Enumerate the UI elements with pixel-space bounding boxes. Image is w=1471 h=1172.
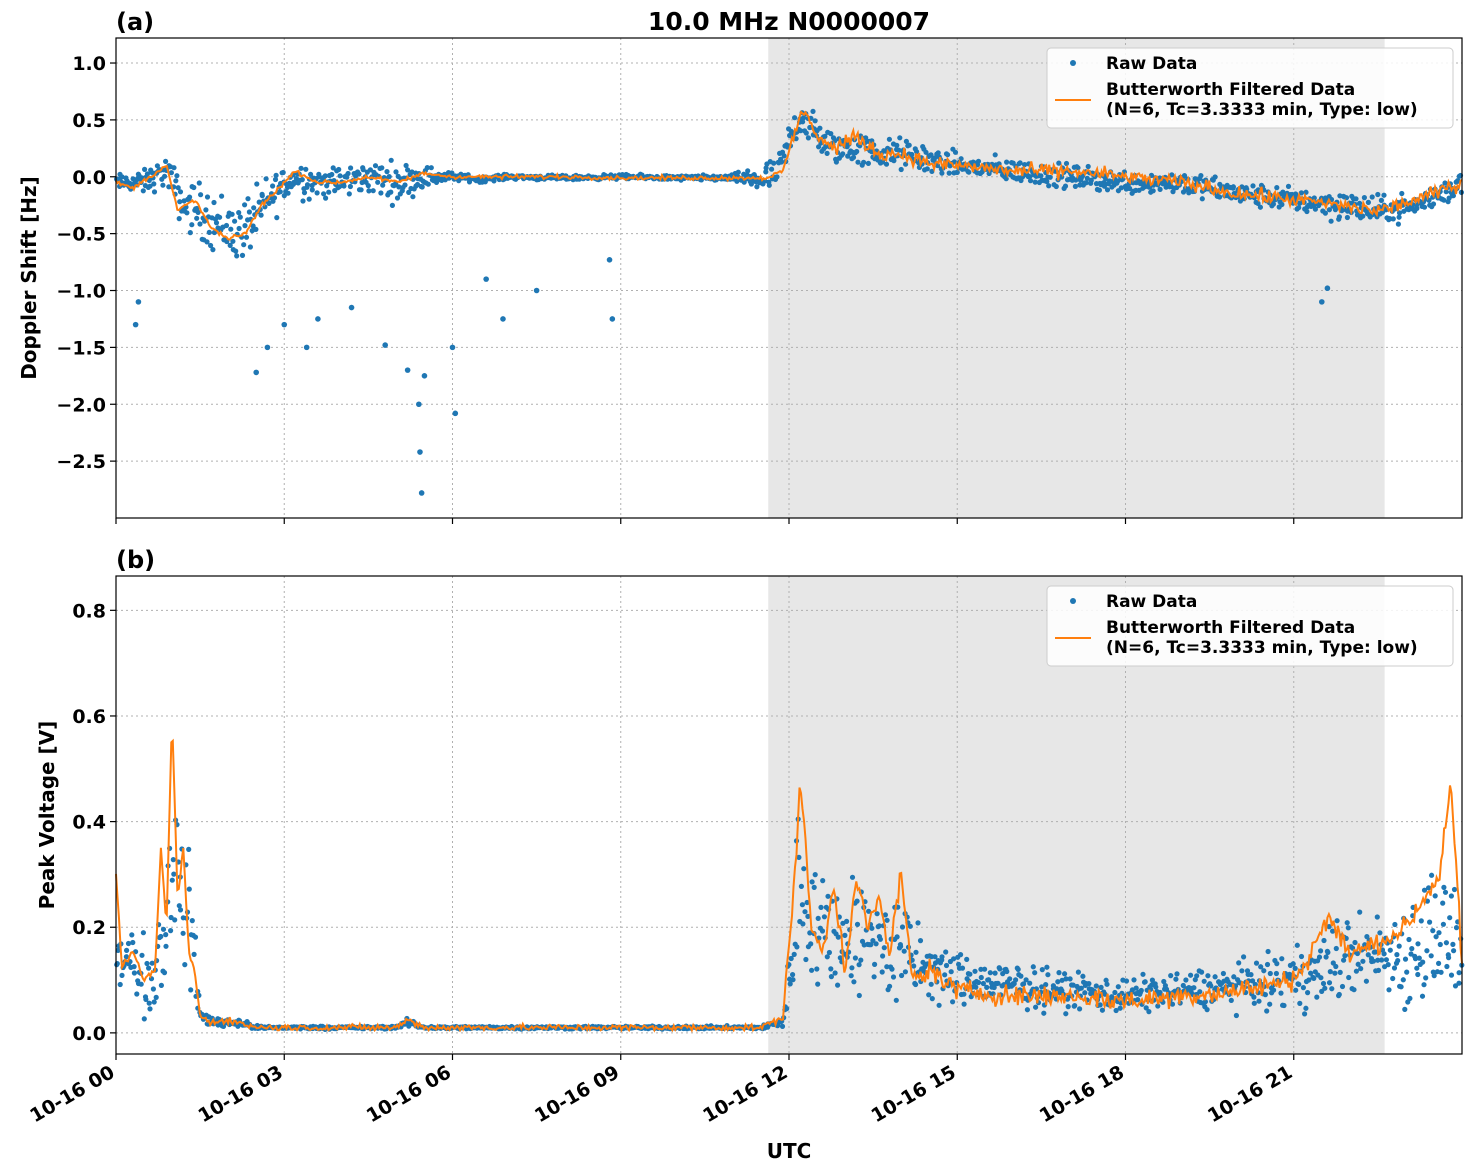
y-tick-label-a-1: 0.5 <box>72 110 106 132</box>
y-tick-label-b-0: 0.0 <box>72 1023 106 1045</box>
y-tick-label-b-4: 0.8 <box>72 600 106 622</box>
y-tick-label-b-2: 0.4 <box>72 812 106 834</box>
raw-data-outlier-4 <box>281 321 288 328</box>
x-tick-label-2: 10-16 06 <box>363 1061 455 1127</box>
x-tick-label-1: 10-16 03 <box>194 1061 286 1127</box>
x-tick-label-4: 10-16 12 <box>699 1061 791 1127</box>
y-tick-label-a-3: −0.5 <box>56 224 106 246</box>
legend-label-raw-b: Raw Data <box>1106 592 1197 612</box>
raw-data-outlier-15 <box>500 316 506 322</box>
legend-b: Raw Data Butterworth Filtered Data (N=6, T… <box>1046 585 1454 667</box>
raw-data-outlier-17 <box>606 257 613 263</box>
raw-data-outlier-5 <box>303 344 310 351</box>
chart-title: 10.0 MHz N0000007 <box>648 7 930 36</box>
y-ticks-b: 0.0 0.2 0.4 0.6 0.8 <box>72 600 116 1045</box>
y-tick-label-a-0: 1.0 <box>72 53 106 75</box>
panel-b: 0.0 0.2 0.4 0.6 0.8 10-16 00 10-16 03 10-16 06… <box>26 546 1465 1163</box>
x-tick-label-5: 10-16 15 <box>867 1061 959 1127</box>
raw-data-outlier-9 <box>416 401 422 408</box>
raw-data-outlier-2 <box>253 369 260 376</box>
legend-box-b <box>1046 585 1454 667</box>
raw-data-outlier-19 <box>348 304 355 311</box>
legend-label-filtered-a: Butterworth Filtered Data (N=6, Tc=3.3333… <box>1106 80 1418 120</box>
legend-a: Raw Data Butterworth Filtered Data (N=6, T… <box>1046 47 1454 129</box>
legend-marker-raw-a <box>1070 60 1076 66</box>
x-axis-label: UTC <box>767 1139 812 1163</box>
filtered-line-b <box>115 738 1463 1033</box>
legend-label-raw-a: Raw Data <box>1106 54 1197 74</box>
raw-data-outlier-8 <box>404 367 411 373</box>
x-tick-label-0: 10-16 00 <box>26 1061 118 1127</box>
legend-label-filtered-b: Butterworth Filtered Data (N=6, Tc=3.3333… <box>1106 618 1418 658</box>
legend-box-a <box>1046 47 1454 129</box>
x-tick-label-7: 10-16 21 <box>1204 1061 1296 1127</box>
y-tick-label-a-7: −2.5 <box>56 451 106 473</box>
raw-data-outlier-16 <box>533 287 540 294</box>
raw-data-outlier-7 <box>382 342 389 348</box>
raw-data-outlier-10 <box>417 449 423 455</box>
raw-data-outlier-20 <box>483 276 489 282</box>
raw-data-outlier-11 <box>418 490 425 496</box>
panel-label-a: (a) <box>116 8 154 36</box>
raw-data-outlier-22 <box>1324 285 1331 292</box>
y-axis-label-b: Peak Voltage [V] <box>35 721 59 910</box>
y-tick-label-a-6: −2.0 <box>56 394 106 416</box>
panel-a: 1.0 0.5 0.0 −0.5 −1.0 −1.5 −2.0 −2.5 (a) 10.0 M… <box>17 7 1465 524</box>
x-ticks-a <box>115 518 1295 524</box>
x-tick-label-6: 10-16 18 <box>1036 1061 1128 1127</box>
y-ticks-a: 1.0 0.5 0.0 −0.5 −1.0 −1.5 −2.0 −2.5 <box>56 53 116 473</box>
raw-data-outlier-12 <box>421 373 428 379</box>
y-tick-label-a-5: −1.5 <box>56 337 106 359</box>
y-tick-label-a-2: 0.0 <box>72 167 106 189</box>
raw-data-outlier-13 <box>449 344 456 351</box>
raw-data-outlier-1 <box>135 299 142 305</box>
y-tick-label-b-3: 0.6 <box>72 706 106 728</box>
panel-label-b: (b) <box>116 546 155 574</box>
x-tick-label-3: 10-16 09 <box>531 1061 623 1127</box>
raw-data-outlier-0 <box>132 321 139 328</box>
x-ticks-b: 10-16 00 10-16 03 10-16 06 10-16 09 10-16 12… <box>26 1054 1296 1127</box>
raw-data-outlier-14 <box>452 410 459 417</box>
filtered-line-a <box>115 110 1463 241</box>
legend-marker-raw-b <box>1070 598 1076 604</box>
raw-data-outlier-21 <box>1318 299 1325 305</box>
raw-data-outlier-18 <box>609 316 616 322</box>
raw-data-outlier-3 <box>264 344 271 351</box>
raw-data-outlier-6 <box>315 316 321 322</box>
y-tick-label-b-1: 0.2 <box>72 917 106 939</box>
y-axis-label-a: Doppler Shift [Hz] <box>17 176 41 380</box>
y-tick-label-a-4: −1.0 <box>56 281 106 303</box>
